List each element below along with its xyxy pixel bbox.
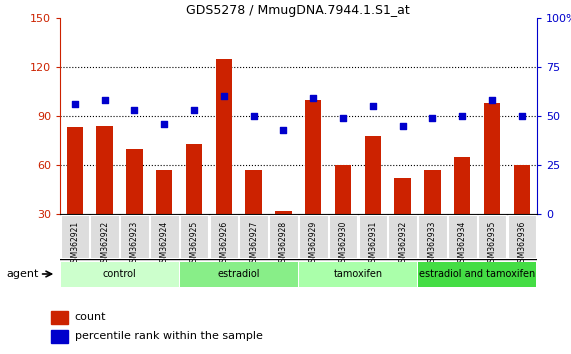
Bar	[96, 126, 113, 214]
FancyBboxPatch shape	[239, 215, 268, 257]
Bar	[126, 149, 143, 214]
FancyBboxPatch shape	[299, 262, 417, 287]
Text: estradiol: estradiol	[218, 269, 260, 279]
Point	[70, 101, 79, 107]
Text: percentile rank within the sample: percentile rank within the sample	[75, 331, 263, 341]
Bar	[156, 170, 172, 214]
FancyBboxPatch shape	[508, 215, 536, 257]
Text: GSM362930: GSM362930	[339, 221, 348, 267]
FancyBboxPatch shape	[180, 262, 297, 287]
FancyBboxPatch shape	[269, 215, 297, 257]
Text: GSM362926: GSM362926	[219, 221, 228, 267]
Text: GSM362925: GSM362925	[190, 221, 199, 267]
FancyBboxPatch shape	[329, 215, 357, 257]
Point	[160, 121, 169, 127]
Bar	[484, 103, 500, 214]
Bar	[454, 157, 471, 214]
Text: count: count	[75, 312, 106, 322]
Point	[428, 115, 437, 121]
Bar	[305, 99, 321, 214]
FancyBboxPatch shape	[299, 215, 328, 257]
Text: control: control	[103, 269, 136, 279]
Text: GSM362933: GSM362933	[428, 221, 437, 267]
Text: GSM362927: GSM362927	[249, 221, 258, 267]
Text: GSM362924: GSM362924	[160, 221, 169, 267]
FancyBboxPatch shape	[61, 262, 179, 287]
Text: tamoxifen: tamoxifen	[333, 269, 383, 279]
Text: GSM362929: GSM362929	[309, 221, 317, 267]
Text: GSM362931: GSM362931	[368, 221, 377, 267]
Text: GSM362934: GSM362934	[458, 221, 467, 267]
FancyBboxPatch shape	[418, 262, 536, 287]
FancyBboxPatch shape	[448, 215, 477, 257]
Bar	[51, 311, 67, 324]
FancyBboxPatch shape	[120, 215, 149, 257]
FancyBboxPatch shape	[388, 215, 417, 257]
Bar	[424, 170, 441, 214]
Bar	[67, 127, 83, 214]
FancyBboxPatch shape	[478, 215, 506, 257]
Bar	[395, 178, 411, 214]
Text: GSM362928: GSM362928	[279, 221, 288, 267]
Bar	[51, 330, 67, 343]
Text: GSM362923: GSM362923	[130, 221, 139, 267]
FancyBboxPatch shape	[210, 215, 238, 257]
Text: GSM362932: GSM362932	[398, 221, 407, 267]
Point	[488, 97, 497, 103]
FancyBboxPatch shape	[359, 215, 387, 257]
FancyBboxPatch shape	[90, 215, 119, 257]
Point	[368, 103, 377, 109]
Point	[398, 123, 407, 129]
Point	[100, 97, 109, 103]
Point	[219, 93, 228, 99]
Text: GSM362922: GSM362922	[100, 221, 109, 267]
Text: agent: agent	[7, 269, 39, 279]
Point	[130, 107, 139, 113]
FancyBboxPatch shape	[61, 215, 89, 257]
FancyBboxPatch shape	[180, 215, 208, 257]
Point	[517, 113, 526, 119]
Bar	[186, 144, 202, 214]
Point	[279, 127, 288, 132]
Text: GSM362935: GSM362935	[488, 221, 497, 267]
Bar	[216, 59, 232, 214]
Title: GDS5278 / MmugDNA.7944.1.S1_at: GDS5278 / MmugDNA.7944.1.S1_at	[187, 4, 410, 17]
Bar	[275, 211, 292, 214]
Bar	[365, 136, 381, 214]
Bar	[514, 165, 530, 214]
Point	[339, 115, 348, 121]
Point	[190, 107, 199, 113]
Point	[249, 113, 258, 119]
Point	[309, 96, 318, 101]
FancyBboxPatch shape	[150, 215, 179, 257]
Bar	[335, 165, 351, 214]
FancyBboxPatch shape	[418, 215, 447, 257]
Text: estradiol and tamoxifen: estradiol and tamoxifen	[419, 269, 535, 279]
Text: GSM362921: GSM362921	[70, 221, 79, 267]
Text: GSM362936: GSM362936	[517, 221, 526, 267]
Bar	[246, 170, 262, 214]
Point	[458, 113, 467, 119]
